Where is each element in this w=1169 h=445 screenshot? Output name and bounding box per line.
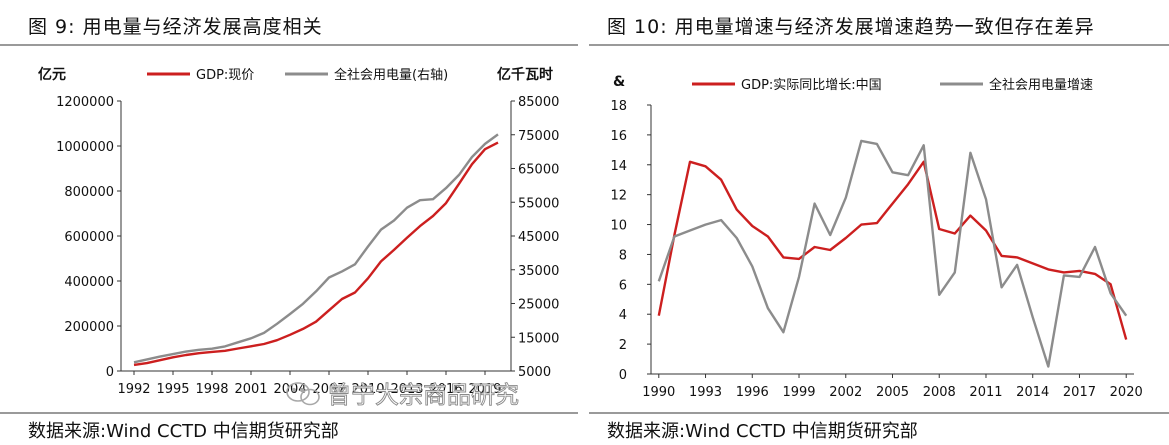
right-top-rule	[589, 44, 1169, 46]
y-tick-label: 12	[610, 189, 627, 204]
x-tick-label: 2002	[829, 385, 862, 400]
legend-label-2: 全社会用电量(右轴)	[334, 67, 448, 83]
y-tick-label-left: 600000	[64, 230, 114, 245]
x-tick-label: 2016	[429, 382, 462, 397]
y-tick-label-left: 1000000	[56, 140, 114, 155]
y-tick-label: 18	[610, 99, 627, 114]
x-tick-label: 2007	[312, 382, 345, 397]
right-line-chart: 0 2 4 6 8 10 12 14 16 18 1990 1993 1996 1999 2002 2005 2…	[610, 74, 1143, 400]
y-tick-label-right: 85000	[518, 95, 559, 110]
x-tick-label: 2011	[969, 385, 1002, 400]
legend-label-2: 全社会用电量增速	[989, 77, 1093, 93]
right-source-note: 数据来源:Wind CCTD 中信期货研究部	[607, 421, 918, 442]
y-tick-label-left: 0	[106, 365, 114, 380]
watermark-text: 曾宁大宗商品研究	[327, 381, 519, 409]
y-tick-label-right: 45000	[518, 230, 559, 245]
y-unit-label: &	[613, 74, 625, 90]
y-tick-label-right: 55000	[518, 196, 559, 211]
wechat-logo-icon	[286, 382, 320, 406]
y-tick-label: 4	[619, 308, 627, 323]
x-tick-label: 2010	[351, 382, 384, 397]
legend-label-1: GDP:现价	[196, 68, 254, 83]
x-tick-label: 2014	[1016, 385, 1049, 400]
left-top-rule	[0, 44, 578, 46]
x-tick-label: 2004	[273, 382, 306, 397]
x-tick-label: 2008	[923, 385, 956, 400]
x-tick-label: 2019	[468, 382, 501, 397]
y-tick-label: 14	[610, 159, 627, 174]
legend-label-1: GDP:实际同比增长:中国	[741, 78, 882, 93]
x-tick-label: 2005	[876, 385, 909, 400]
x-tick-label: 2013	[390, 382, 423, 397]
y-tick-label-right: 5000	[518, 365, 551, 380]
y-tick-label-right: 75000	[518, 129, 559, 144]
x-tick-label: 1990	[642, 385, 675, 400]
y-tick-label-left: 1200000	[56, 95, 114, 110]
y-tick-label: 10	[610, 219, 627, 234]
x-tick-label: 1998	[195, 382, 228, 397]
y-tick-label-right: 35000	[518, 264, 559, 279]
y-unit-left: 亿元	[38, 66, 66, 83]
watermark: 曾宁大宗商品研究	[286, 381, 519, 409]
y-tick-label: 8	[619, 248, 627, 263]
right-chart-panel: 图 10: 用电量增速与经济发展增速趋势一致但存在差异 0 2 4 6 8 10 12 14 1…	[589, 0, 1169, 445]
left-chart-panel: 图 9: 用电量与经济发展高度相关 0 200000 400000 600000 800…	[0, 0, 578, 445]
y-tick-label-left: 400000	[64, 275, 114, 290]
x-tick-label: 1992	[117, 382, 150, 397]
y-tick-label-right: 15000	[518, 331, 559, 346]
y-tick-label-right: 25000	[518, 298, 559, 313]
y-unit-right: 亿千瓦时	[497, 66, 553, 83]
x-tick-label: 2017	[1063, 385, 1096, 400]
left-bottom-rule	[0, 412, 578, 414]
x-tick-label: 2001	[234, 382, 267, 397]
x-tick-label: 1993	[689, 385, 722, 400]
series-line-1	[133, 141, 499, 367]
y-tick-label-left: 200000	[64, 320, 114, 335]
right-chart-title: 图 10: 用电量增速与经济发展增速趋势一致但存在差异	[607, 16, 1095, 38]
x-tick-label: 1996	[736, 385, 769, 400]
series-line-2	[133, 133, 499, 364]
x-tick-label: 1995	[156, 382, 189, 397]
right-bottom-rule	[589, 412, 1169, 414]
left-chart-title: 图 9: 用电量与经济发展高度相关	[28, 16, 323, 38]
y-tick-label-right: 65000	[518, 163, 559, 178]
y-tick-label: 2	[619, 338, 627, 353]
x-tick-label: 1999	[782, 385, 815, 400]
y-tick-label: 0	[619, 368, 627, 383]
series-line-2	[657, 139, 1128, 368]
x-tick-label: 2020	[1110, 385, 1143, 400]
left-source-note: 数据来源:Wind CCTD 中信期货研究部	[28, 421, 339, 442]
left-line-chart: 0 200000 400000 600000 800000 1000000 1200000 5…	[38, 66, 559, 397]
y-tick-label-left: 800000	[64, 185, 114, 200]
series-line-1	[657, 160, 1128, 340]
y-tick-label: 6	[619, 278, 627, 293]
y-tick-label: 16	[610, 129, 627, 144]
